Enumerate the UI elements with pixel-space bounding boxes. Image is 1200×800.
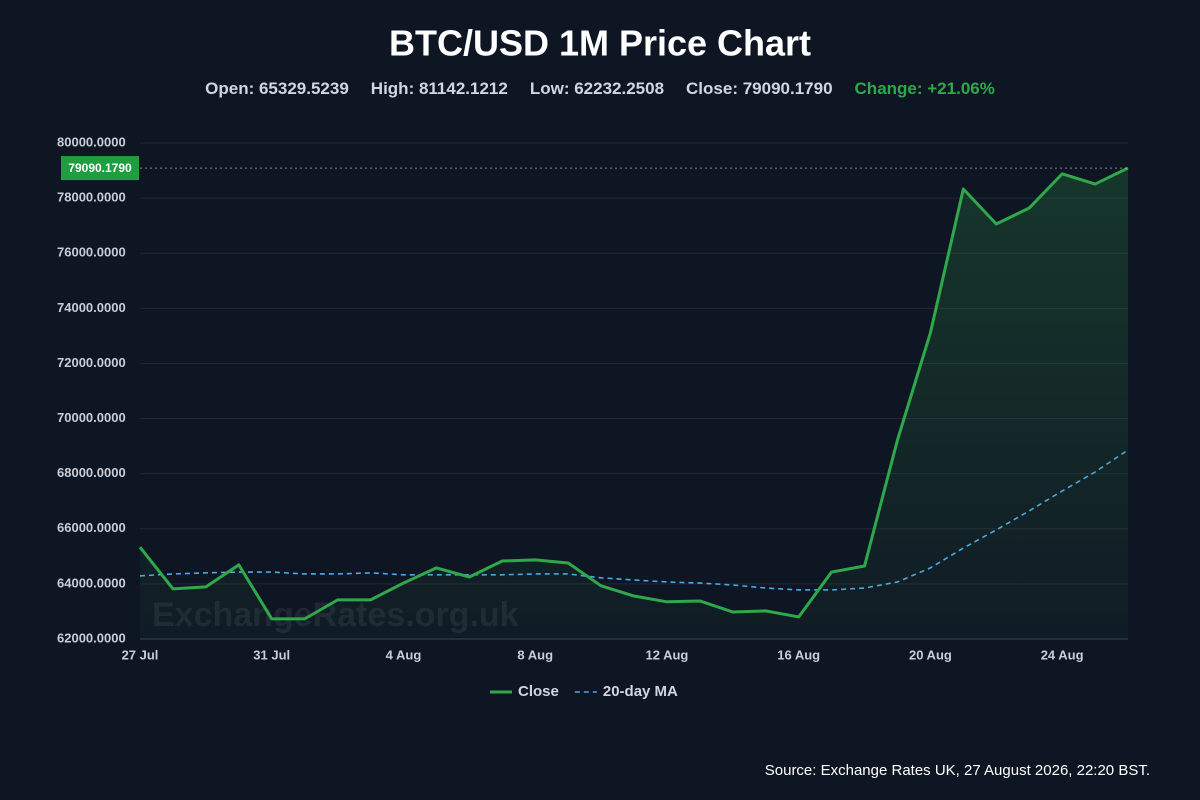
x-tick-label: 12 Aug	[646, 647, 689, 662]
stat: Change: +21.06%	[855, 79, 995, 98]
x-tick-label: 24 Aug	[1041, 647, 1084, 662]
x-tick-label: 8 Aug	[517, 647, 553, 662]
stat: Low: 62232.2508	[530, 79, 664, 98]
y-tick-label: 66000.0000	[57, 520, 126, 535]
x-tick-label: 20 Aug	[909, 647, 952, 662]
chart-title: BTC/USD 1M Price Chart	[389, 23, 811, 64]
area	[140, 168, 1128, 639]
y-tick-label: 80000.0000	[57, 134, 126, 149]
legend-label: Close	[518, 683, 559, 700]
x-tick-label: 16 Aug	[777, 647, 820, 662]
y-tick-label: 70000.0000	[57, 410, 126, 425]
legend-label: 20-day MA	[603, 683, 678, 700]
y-tick-label: 72000.0000	[57, 355, 126, 370]
price-marker-label: 79090.1790	[68, 161, 132, 175]
stat: Close: 79090.1790	[686, 79, 833, 98]
stats: Open: 65329.5239 High: 81142.1212 Low: 622…	[205, 79, 995, 98]
x-tick-label: 31 Jul	[253, 647, 290, 662]
y-tick-label: 74000.0000	[57, 300, 126, 315]
series-line	[138, 166, 1129, 621]
x-tick-label: 27 Jul	[122, 647, 159, 662]
y-tick-label: 62000.0000	[57, 630, 126, 645]
price-marker-badge	[61, 156, 139, 181]
series-line	[139, 449, 1129, 591]
x-tick-label: 4 Aug	[386, 647, 422, 662]
source: Source: Exchange Rates UK, 27 August 202…	[765, 762, 1150, 779]
stat: High: 81142.1212	[371, 79, 508, 98]
y-tick-label: 68000.0000	[57, 465, 126, 480]
y-tick-label: 78000.0000	[57, 190, 126, 205]
stat: Open: 65329.5239	[205, 79, 349, 98]
y-tick-label: 76000.0000	[57, 245, 126, 260]
y-tick-label: 64000.0000	[57, 575, 126, 590]
